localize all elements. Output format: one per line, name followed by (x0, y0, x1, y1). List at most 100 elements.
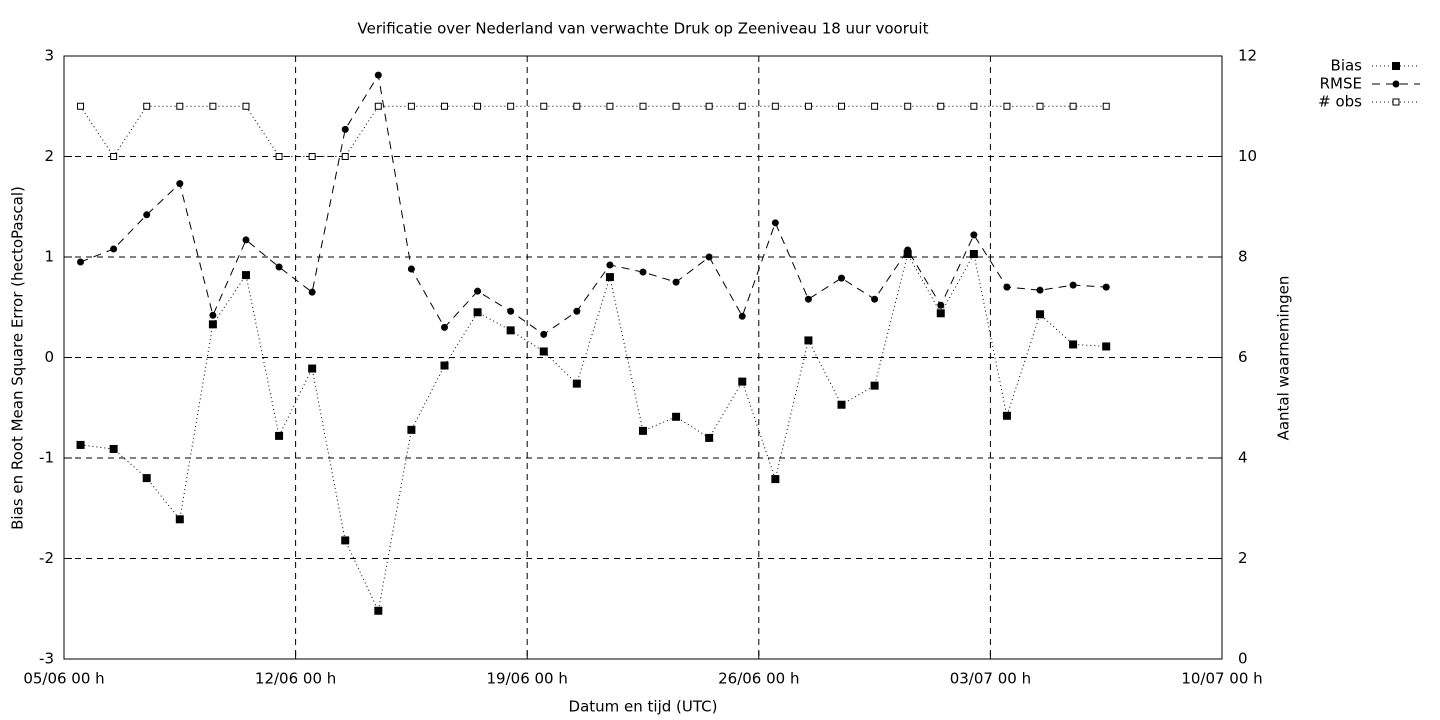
marker (77, 102, 85, 110)
marker (440, 102, 448, 110)
marker (970, 231, 978, 239)
marker (77, 258, 85, 266)
marker (970, 102, 978, 110)
y-tick-label: -3 (39, 650, 54, 668)
marker (176, 180, 184, 188)
marker (76, 440, 85, 449)
marker (407, 265, 415, 273)
y-tick-label: -1 (39, 449, 54, 467)
marker (1102, 342, 1111, 351)
marker (1069, 281, 1077, 289)
marker (904, 246, 912, 254)
marker (507, 102, 515, 110)
legend-marker (1392, 98, 1400, 106)
y-axis-label: Bias en Root Mean Square Error (hectoPas… (9, 186, 27, 530)
y2-axis-label: Aantal waarnemingen (1275, 276, 1293, 441)
marker (1036, 286, 1044, 294)
y-tick-label: -2 (39, 549, 54, 567)
marker (705, 433, 714, 442)
marker (143, 211, 151, 219)
y2-tick-label: 12 (1238, 47, 1257, 65)
marker (341, 125, 349, 133)
marker (143, 102, 151, 110)
marker (440, 323, 448, 331)
marker (870, 381, 879, 390)
marker (903, 249, 912, 258)
marker (936, 309, 945, 318)
marker (407, 425, 416, 434)
marker (242, 102, 250, 110)
marker (969, 249, 978, 258)
marker (937, 301, 945, 309)
marker (539, 347, 548, 356)
x-tick-label: 05/06 00 h (23, 670, 104, 688)
chart-title: Verificatie over Nederland van verwachte… (358, 20, 929, 38)
marker (275, 153, 283, 160)
marker (109, 444, 118, 453)
y-tick-label: 3 (44, 47, 54, 65)
marker (838, 102, 846, 110)
marker (241, 271, 250, 280)
marker (110, 245, 118, 253)
marker (540, 102, 548, 110)
y2-tick-label: 6 (1238, 348, 1248, 366)
marker (208, 320, 217, 329)
marker (771, 475, 780, 484)
marker (1003, 283, 1011, 291)
marker (672, 278, 680, 286)
y-tick-label: 1 (44, 248, 54, 266)
marker (308, 288, 316, 296)
marker (639, 268, 647, 276)
marker (308, 153, 316, 160)
marker (804, 102, 812, 110)
y2-tick-label: 4 (1238, 449, 1248, 467)
legend-label: # obs (1318, 93, 1362, 111)
marker (937, 102, 945, 110)
x-tick-label: 26/06 00 h (718, 670, 799, 688)
marker (341, 536, 350, 545)
marker (804, 336, 813, 345)
marker (838, 274, 846, 282)
marker (904, 102, 912, 110)
marker (507, 307, 515, 315)
marker (1069, 102, 1077, 110)
x-tick-label: 19/06 00 h (487, 670, 568, 688)
marker (540, 330, 548, 338)
marker (1036, 310, 1045, 319)
marker (1102, 283, 1110, 291)
x-tick-label: 12/06 00 h (255, 670, 336, 688)
marker (738, 312, 746, 320)
marker (738, 377, 747, 386)
marker (374, 71, 382, 79)
marker (506, 326, 515, 335)
y-tick-label: 2 (44, 147, 54, 165)
series-line (80, 105, 1107, 158)
marker (738, 102, 746, 110)
marker (771, 219, 779, 227)
legend-label: RMSE (1320, 75, 1362, 93)
y-tick-label: 0 (44, 348, 54, 366)
marker (1036, 102, 1044, 110)
legend-label: Bias (1331, 57, 1363, 75)
marker (871, 295, 879, 303)
marker (209, 102, 217, 110)
marker (374, 102, 382, 110)
marker (1102, 102, 1110, 110)
marker (771, 102, 779, 110)
marker (110, 153, 118, 160)
marker (572, 379, 581, 388)
marker (606, 261, 614, 269)
legend-marker (1392, 62, 1400, 70)
x-tick-label: 03/07 00 h (950, 670, 1031, 688)
marker (176, 102, 184, 110)
marker (374, 606, 383, 615)
marker (407, 102, 415, 110)
series-line (80, 73, 1107, 336)
marker (1069, 340, 1078, 349)
x-tick-label: 10/07 00 h (1181, 670, 1262, 688)
marker (804, 295, 812, 303)
y2-tick-label: 8 (1238, 248, 1248, 266)
legend-marker (1392, 80, 1400, 88)
marker (275, 431, 284, 440)
